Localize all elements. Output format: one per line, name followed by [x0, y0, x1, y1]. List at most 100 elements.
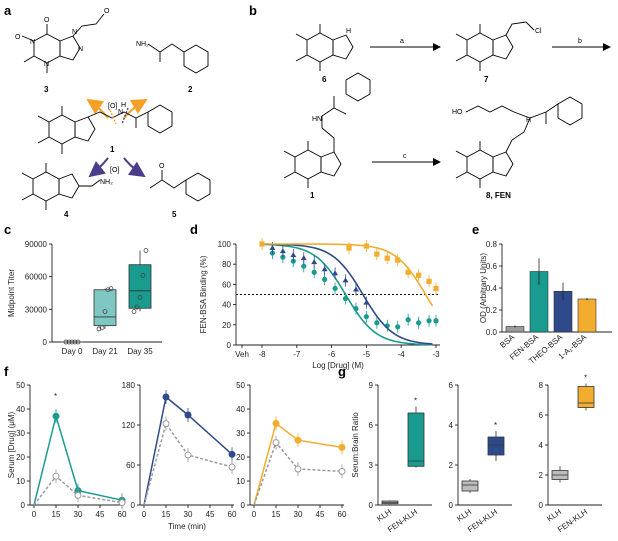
atom-o: O	[159, 163, 165, 170]
y-tick-label: 0	[369, 501, 374, 510]
scheme-a: O O N N N N O 3 NH₂ 2 [O]	[15, 8, 211, 219]
compound-6-structure: H 6	[295, 24, 354, 84]
data-point	[184, 411, 192, 419]
y-tick-label: 50	[236, 381, 245, 390]
y-tick-label: 40	[222, 301, 231, 310]
step-label-b: b	[578, 38, 582, 45]
x-tick-label: 15	[272, 510, 281, 519]
data-point	[228, 450, 236, 458]
y-tick-label: 0.8	[486, 240, 498, 249]
x-tick-label: -5	[363, 350, 371, 359]
y-tick-label: 30	[16, 429, 25, 438]
data-point	[311, 269, 317, 275]
data-point	[118, 499, 126, 507]
panel-label-f: f	[4, 364, 9, 379]
y-tick-label: 2	[539, 471, 544, 480]
data-point	[338, 443, 346, 451]
x-tick-label: KLH	[455, 507, 473, 523]
significance-star: *	[54, 392, 57, 401]
series-line-gray	[253, 441, 343, 506]
data-point	[353, 306, 359, 312]
data-point	[395, 257, 401, 263]
y-tick-label: 3	[369, 461, 374, 470]
y-tick-label: 8	[539, 381, 544, 390]
data-point	[228, 463, 236, 471]
data-point	[96, 326, 102, 332]
data-point	[137, 294, 143, 300]
oxidation-arrow-lower-right	[123, 157, 146, 178]
oxidation-label-bottom: [O]	[110, 167, 119, 174]
x-tick-label: Day 0	[62, 347, 83, 356]
atom-cl: Cl	[535, 28, 542, 35]
atom-n: N	[44, 61, 49, 68]
fit-curve-teal	[261, 243, 433, 346]
bar	[577, 298, 597, 333]
scheme-b: H 6 a Cl 7 b HN	[283, 21, 611, 200]
panel-label-b: b	[249, 3, 257, 18]
data-point	[300, 255, 307, 261]
y-tick-label: 0.0	[486, 328, 498, 337]
data-point	[363, 299, 370, 305]
x-tick-label: -4	[398, 350, 406, 359]
data-point	[272, 419, 280, 427]
y-tick-label: 20	[222, 321, 231, 330]
data-point	[374, 320, 380, 326]
y-tick-label: 9	[369, 381, 374, 390]
x-tick-label: FEN-KLH	[466, 507, 499, 534]
y-tick-label: 100	[218, 240, 232, 249]
x-tick-label: 15	[52, 510, 61, 519]
y-axis-title: Serum:Brain Ratio	[351, 412, 360, 478]
data-point	[131, 309, 137, 314]
atom-h: H	[121, 102, 126, 109]
y-tick-label: 30000	[25, 305, 48, 314]
y-axis-title: OD (Arbitrary Units)	[479, 253, 488, 324]
y-tick-label: 60	[222, 280, 231, 289]
data-point	[162, 393, 170, 401]
panel-label-e: e	[472, 222, 479, 237]
data-point	[374, 251, 380, 257]
y-axis-title: Midpoint Titer	[7, 269, 16, 317]
data-point	[269, 245, 276, 251]
step-label-a: a	[400, 38, 404, 45]
x-tick-label: 60	[228, 510, 237, 519]
data-point	[363, 314, 369, 320]
y-tick-label: 40	[236, 405, 245, 414]
x-tick-label: BSA	[498, 332, 517, 350]
data-point	[74, 491, 82, 499]
x-tick-label: 30	[74, 510, 83, 519]
y-tick-label: 0	[43, 338, 48, 347]
data-point	[301, 263, 307, 269]
step-label-c: c	[403, 153, 407, 160]
atom-n: H	[526, 117, 531, 124]
series-line-teal	[33, 413, 123, 506]
y-tick-label: 0.6	[486, 262, 498, 271]
x-tick-label: -3	[432, 350, 440, 359]
data-point	[140, 273, 146, 278]
y-tick-label: 50	[16, 381, 25, 390]
y-tick-label: 4	[449, 421, 454, 430]
x-tick-label: Day 35	[127, 347, 153, 356]
compound-label-2: 2	[188, 85, 193, 94]
panel-d-dose-response: 0 20 40 60 80 100 FEN-BSA Binding (%) Veh -8 -7 -6…	[199, 238, 440, 370]
y-tick-label: 0.2	[486, 306, 498, 315]
data-point	[352, 286, 359, 292]
data-point	[332, 270, 339, 276]
y-tick-label: 2	[449, 461, 454, 470]
x-tick-label: 0	[252, 510, 257, 519]
box	[461, 480, 479, 492]
data-point	[294, 436, 302, 444]
data-point	[75, 339, 81, 345]
data-point	[433, 318, 439, 324]
x-tick-label: 15	[162, 510, 171, 519]
data-point	[290, 252, 297, 258]
data-point	[280, 254, 286, 260]
data-point	[99, 325, 105, 331]
box	[577, 386, 595, 408]
x-tick-label: Veh	[235, 350, 249, 359]
data-point	[69, 339, 75, 345]
x-tick-label: 0	[32, 510, 37, 519]
series-line-gray	[33, 475, 123, 506]
y-tick-label: 180	[122, 381, 136, 390]
